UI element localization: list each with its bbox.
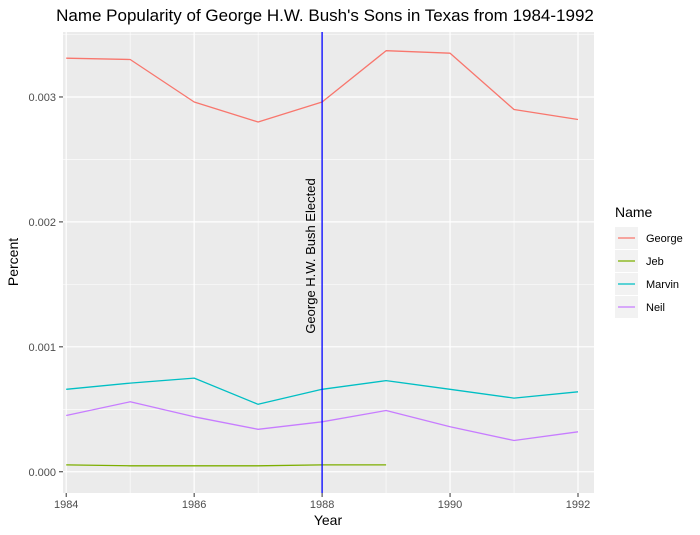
legend: George Jeb Marvin Neil: [615, 227, 683, 318]
legend-label-george: George: [646, 233, 683, 245]
y-tick-label: 0.002: [28, 217, 56, 229]
x-tick-label: 1984: [54, 499, 78, 511]
y-tick-label: 0.000: [28, 467, 56, 479]
series-line-jeb: [66, 464, 387, 467]
y-tick-label: 0.003: [28, 92, 56, 104]
election-annotation-label: George H.W. Bush Elected: [303, 178, 318, 333]
y-axis-ticks: 0.000 0.001 0.002 0.003: [28, 92, 63, 479]
y-axis-title: Percent: [5, 238, 21, 286]
legend-label-jeb: Jeb: [646, 256, 664, 268]
y-tick-label: 0.001: [28, 342, 56, 354]
legend-title: Name: [615, 204, 653, 220]
x-tick-label: 1990: [438, 499, 462, 511]
x-axis-ticks: 1984 1986 1988 1990 1992: [54, 493, 590, 511]
plot-panel: [63, 32, 594, 493]
x-tick-label: 1992: [566, 499, 590, 511]
x-axis-title: Year: [314, 512, 343, 528]
chart-title: Name Popularity of George H.W. Bush's So…: [56, 6, 594, 25]
legend-label-marvin: Marvin: [646, 279, 679, 291]
legend-label-neil: Neil: [646, 302, 665, 314]
x-tick-label: 1986: [182, 499, 206, 511]
x-tick-label: 1988: [310, 499, 334, 511]
annotation-layer: George H.W. Bush Elected: [303, 32, 323, 493]
